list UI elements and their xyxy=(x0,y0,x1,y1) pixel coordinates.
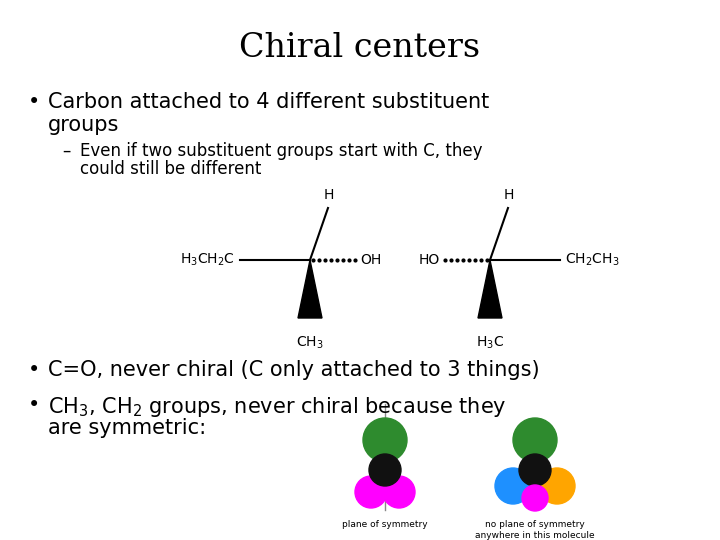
Circle shape xyxy=(513,418,557,462)
Circle shape xyxy=(383,476,415,508)
Text: Chiral centers: Chiral centers xyxy=(240,32,480,64)
Text: CH$_3$, CH$_2$ groups, never chiral because they: CH$_3$, CH$_2$ groups, never chiral beca… xyxy=(48,395,507,419)
Text: H: H xyxy=(504,188,514,202)
Text: groups: groups xyxy=(48,115,120,135)
Text: H$_3$C: H$_3$C xyxy=(476,335,504,352)
Text: Even if two substituent groups start with C, they: Even if two substituent groups start wit… xyxy=(80,142,482,160)
Text: H$_3$CH$_2$C: H$_3$CH$_2$C xyxy=(180,252,235,268)
Circle shape xyxy=(519,454,551,486)
Text: OH: OH xyxy=(360,253,382,267)
Text: HO: HO xyxy=(419,253,440,267)
Circle shape xyxy=(355,476,387,508)
Text: •: • xyxy=(28,360,40,380)
Text: –: – xyxy=(62,142,71,160)
Text: H: H xyxy=(324,188,334,202)
Circle shape xyxy=(495,468,531,504)
Polygon shape xyxy=(478,260,502,318)
Text: CH$_3$: CH$_3$ xyxy=(296,335,324,352)
Circle shape xyxy=(363,418,407,462)
Circle shape xyxy=(522,485,548,511)
Polygon shape xyxy=(298,260,322,318)
Text: CH$_2$CH$_3$: CH$_2$CH$_3$ xyxy=(565,252,619,268)
Text: plane of symmetry: plane of symmetry xyxy=(342,520,428,529)
Circle shape xyxy=(369,454,401,486)
Text: C=O, never chiral (C only attached to 3 things): C=O, never chiral (C only attached to 3 … xyxy=(48,360,539,380)
Circle shape xyxy=(539,468,575,504)
Text: are symmetric:: are symmetric: xyxy=(48,418,206,438)
Text: Carbon attached to 4 different substituent: Carbon attached to 4 different substitue… xyxy=(48,92,490,112)
Text: •: • xyxy=(28,92,40,112)
Text: could still be different: could still be different xyxy=(80,160,261,178)
Text: •: • xyxy=(28,395,40,415)
Text: no plane of symmetry
anywhere in this molecule: no plane of symmetry anywhere in this mo… xyxy=(475,520,595,540)
